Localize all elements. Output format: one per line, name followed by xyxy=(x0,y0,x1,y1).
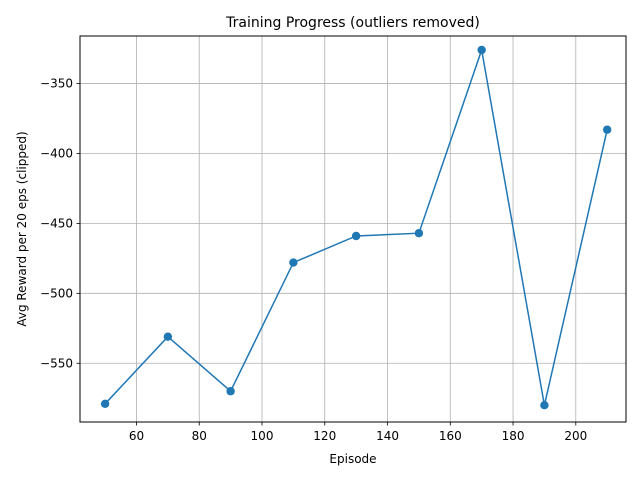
data-point xyxy=(163,332,173,341)
y-tick-label: −450 xyxy=(40,216,73,230)
x-tick-label: 120 xyxy=(313,429,336,443)
x-tick-label: 80 xyxy=(192,429,207,443)
y-tick-label: −550 xyxy=(40,356,73,370)
grid-lines xyxy=(80,36,626,422)
y-axis-label: Avg Reward per 20 eps (clipped) xyxy=(15,131,29,326)
x-tick-label: 200 xyxy=(564,429,587,443)
tick-group: 60 80 100 120 140 160 180 200 −550 −500 −450 −400 −3… xyxy=(40,77,587,443)
data-point xyxy=(226,387,235,396)
data-point xyxy=(100,399,110,409)
x-tick-label: 160 xyxy=(439,429,462,443)
data-point xyxy=(414,228,424,238)
x-tick-label: 180 xyxy=(502,429,525,443)
x-tick-label: 60 xyxy=(129,429,144,443)
x-axis-label: Episode xyxy=(329,452,376,466)
data-point xyxy=(351,231,361,241)
y-tick-label: −500 xyxy=(40,286,73,300)
data-point xyxy=(602,125,612,134)
plot-frame xyxy=(79,35,627,423)
chart-title: Training Progress (outliers removed) xyxy=(225,15,480,31)
y-tick-label: −400 xyxy=(40,146,73,160)
data-point xyxy=(289,258,298,267)
x-tick-label: 100 xyxy=(251,429,274,443)
data-point xyxy=(477,45,486,55)
data-point xyxy=(540,401,549,410)
x-tick-label: 140 xyxy=(376,429,399,443)
y-tick-label: −350 xyxy=(40,77,73,91)
series-group xyxy=(100,45,612,410)
series-line xyxy=(104,49,608,406)
